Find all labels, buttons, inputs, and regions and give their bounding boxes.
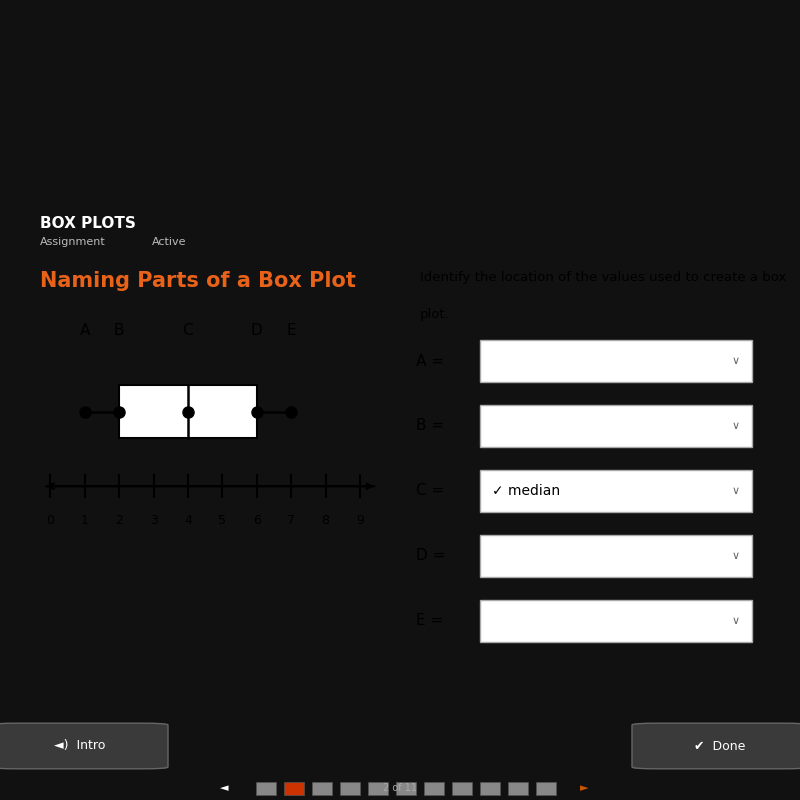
Text: ✓ median: ✓ median: [492, 484, 560, 498]
FancyBboxPatch shape: [480, 600, 752, 642]
FancyBboxPatch shape: [256, 782, 276, 794]
Text: ∨: ∨: [732, 616, 740, 626]
Text: A =: A =: [416, 354, 444, 369]
Text: 2: 2: [115, 514, 123, 527]
FancyBboxPatch shape: [480, 405, 752, 447]
Text: ∨: ∨: [732, 551, 740, 561]
FancyBboxPatch shape: [508, 782, 528, 794]
FancyBboxPatch shape: [480, 340, 752, 382]
FancyBboxPatch shape: [424, 782, 444, 794]
Text: D: D: [251, 323, 262, 338]
Text: 4: 4: [184, 514, 192, 527]
Bar: [119, 385, 257, 438]
Text: E =: E =: [416, 614, 443, 628]
Text: B: B: [114, 323, 124, 338]
Text: 0: 0: [46, 514, 54, 527]
FancyBboxPatch shape: [480, 535, 752, 577]
Text: BOX PLOTS: BOX PLOTS: [40, 216, 136, 231]
Text: C: C: [182, 323, 194, 338]
Text: 2 of 11: 2 of 11: [383, 783, 417, 793]
Text: ◄: ◄: [220, 783, 228, 793]
Text: ∨: ∨: [732, 356, 740, 366]
Text: 9: 9: [356, 514, 364, 527]
FancyBboxPatch shape: [340, 782, 360, 794]
Text: C =: C =: [416, 483, 444, 498]
Text: Assignment: Assignment: [40, 238, 106, 247]
FancyBboxPatch shape: [368, 782, 388, 794]
Text: Active: Active: [152, 238, 186, 247]
Text: A: A: [79, 323, 90, 338]
FancyBboxPatch shape: [536, 782, 556, 794]
Text: 6: 6: [253, 514, 261, 527]
FancyBboxPatch shape: [480, 782, 500, 794]
Text: ►: ►: [580, 783, 588, 793]
FancyBboxPatch shape: [284, 782, 304, 794]
FancyBboxPatch shape: [480, 470, 752, 512]
FancyBboxPatch shape: [0, 723, 168, 769]
FancyBboxPatch shape: [312, 782, 332, 794]
Text: Naming Parts of a Box Plot: Naming Parts of a Box Plot: [40, 270, 356, 290]
Text: ∨: ∨: [732, 486, 740, 496]
Text: ◄)  Intro: ◄) Intro: [54, 739, 106, 753]
Text: 8: 8: [322, 514, 330, 527]
Text: ✔  Done: ✔ Done: [694, 739, 746, 753]
FancyBboxPatch shape: [452, 782, 472, 794]
Text: ∨: ∨: [732, 421, 740, 431]
Text: B =: B =: [416, 418, 444, 434]
FancyBboxPatch shape: [396, 782, 416, 794]
Text: D =: D =: [416, 549, 446, 563]
Text: Identify the location of the values used to create a box: Identify the location of the values used…: [420, 270, 786, 283]
Text: 3: 3: [150, 514, 158, 527]
Text: 5: 5: [218, 514, 226, 527]
FancyBboxPatch shape: [632, 723, 800, 769]
Text: plot.: plot.: [420, 308, 450, 321]
Text: 7: 7: [287, 514, 295, 527]
Text: E: E: [286, 323, 296, 338]
Text: 1: 1: [81, 514, 89, 527]
